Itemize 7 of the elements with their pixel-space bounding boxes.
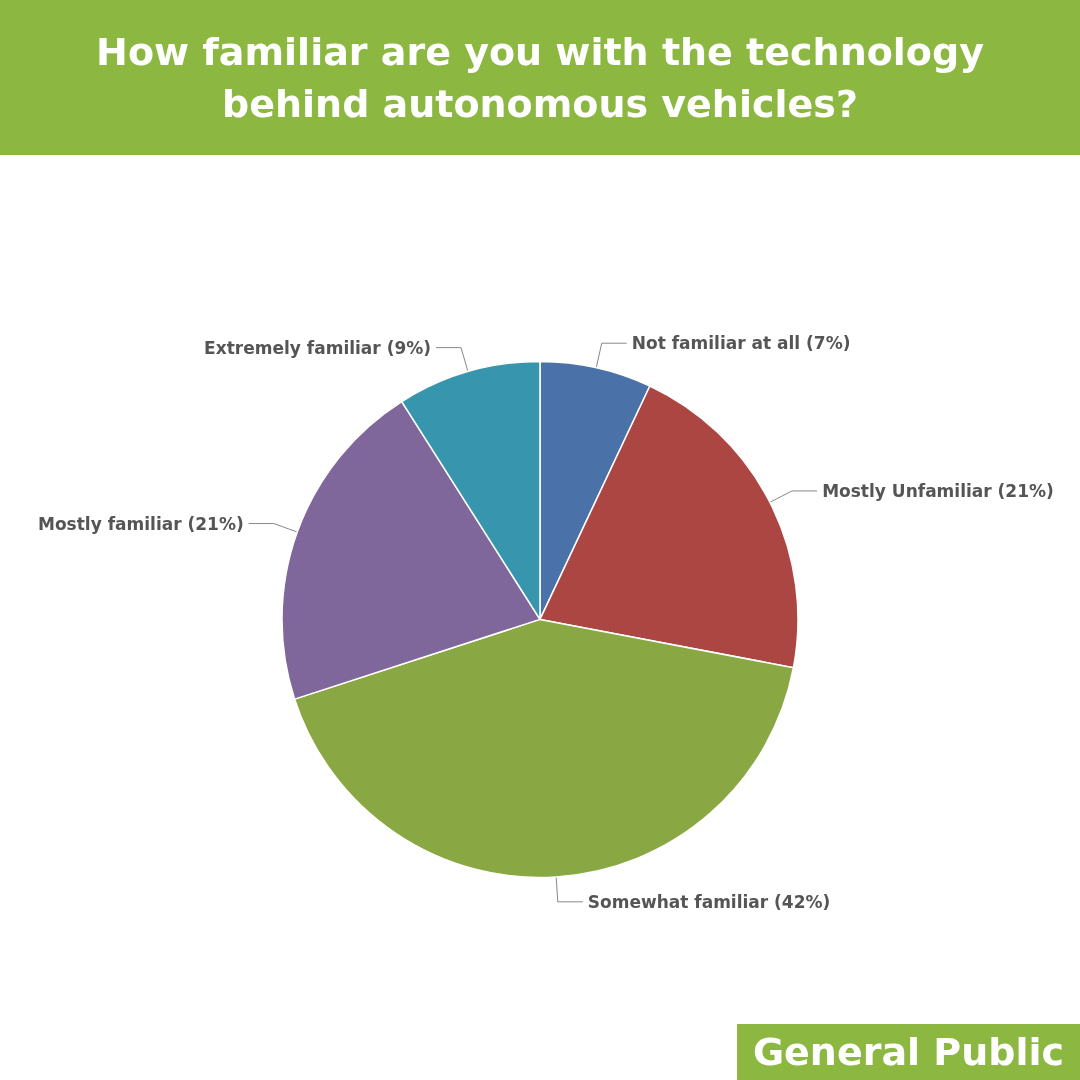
text: General Public [736,1024,1080,1080]
slice-label: Somewhat familiar (42%) [587,891,831,912]
slice-label: Mostly familiar (21%) [37,513,244,534]
slice-label: Mostly Unfamiliar (21%) [822,480,1054,501]
slice-label: Extremely familiar (9%) [204,337,432,358]
chart-title: How familiar are you with the technology behind autonomous vehicles? [95,28,985,128]
slice-label: Not familiar at all (7%) [631,333,851,354]
